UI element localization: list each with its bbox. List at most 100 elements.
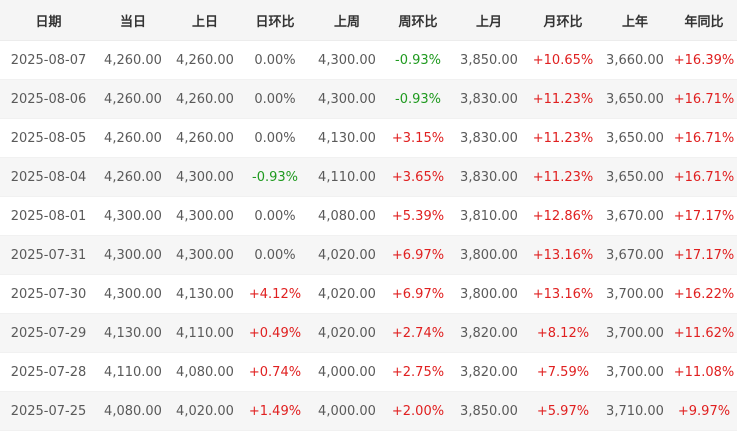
header-prev-month: 上月 [451, 0, 527, 41]
week-change-cell: -0.93% [385, 40, 451, 80]
prev-year-cell: 3,650.00 [599, 118, 671, 158]
prev-month-cell: 3,820.00 [451, 313, 527, 353]
date-cell: 2025-07-28 [0, 352, 97, 392]
year-change-cell: +17.17% [671, 196, 737, 236]
table-row: 2025-07-30 4,300.00 4,130.00 +4.12% 4,020.00… [0, 274, 737, 314]
day-change-cell: +1.49% [241, 391, 309, 431]
year-change-cell: +16.22% [671, 274, 737, 314]
table-body: 2025-08-07 4,260.00 4,260.00 0.00% 4,300.00-… [0, 40, 737, 431]
date-cell: 2025-08-07 [0, 40, 97, 80]
prev-week-cell: 4,110.00 [309, 157, 385, 197]
month-change-cell: +7.59% [527, 352, 599, 392]
prev-month-cell: 3,850.00 [451, 391, 527, 431]
year-change-cell: +16.71% [671, 118, 737, 158]
prev-day-cell: 4,130.00 [169, 274, 241, 314]
year-change-cell: +11.08% [671, 352, 737, 392]
prev-month-cell: 3,820.00 [451, 352, 527, 392]
week-change-cell: +6.97% [385, 274, 451, 314]
date-cell: 2025-08-05 [0, 118, 97, 158]
today-cell: 4,260.00 [97, 118, 169, 158]
year-change-cell: +16.39% [671, 40, 737, 80]
table-row: 2025-07-31 4,300.00 4,300.00 0.00% 4,020.00 +… [0, 235, 737, 275]
year-change-cell: +16.71% [671, 79, 737, 119]
prev-year-cell: 3,670.00 [599, 235, 671, 275]
table-row: 2025-08-07 4,260.00 4,260.00 0.00% 4,300.00-… [0, 40, 737, 80]
date-cell: 2025-08-01 [0, 196, 97, 236]
prev-day-cell: 4,260.00 [169, 40, 241, 80]
header-day-change: 日环比 [241, 0, 309, 41]
date-cell: 2025-07-31 [0, 235, 97, 275]
prev-year-cell: 3,700.00 [599, 313, 671, 353]
today-cell: 4,260.00 [97, 79, 169, 119]
today-cell: 4,080.00 [97, 391, 169, 431]
week-change-cell: +3.65% [385, 157, 451, 197]
day-change-cell: -0.93% [241, 157, 309, 197]
date-cell: 2025-08-04 [0, 157, 97, 197]
month-change-cell: +11.23% [527, 157, 599, 197]
header-month-change: 月环比 [527, 0, 599, 41]
header-today: 当日 [97, 0, 169, 41]
prev-week-cell: 4,000.00 [309, 391, 385, 431]
prev-day-cell: 4,260.00 [169, 79, 241, 119]
day-change-cell: 0.00% [241, 79, 309, 119]
prev-day-cell: 4,300.00 [169, 196, 241, 236]
year-change-cell: +11.62% [671, 313, 737, 353]
day-change-cell: +0.49% [241, 313, 309, 353]
year-change-cell: +16.71% [671, 157, 737, 197]
table-header-row: 日期 当日 上日 日环比 上周 周环比 上月 月环比 上年 年同比 [0, 0, 737, 41]
today-cell: 4,130.00 [97, 313, 169, 353]
month-change-cell: +13.16% [527, 235, 599, 275]
week-change-cell: +5.39% [385, 196, 451, 236]
date-cell: 2025-07-29 [0, 313, 97, 353]
month-change-cell: +11.23% [527, 118, 599, 158]
header-week-change: 周环比 [385, 0, 451, 41]
date-cell: 2025-07-30 [0, 274, 97, 314]
prev-week-cell: 4,300.00 [309, 79, 385, 119]
prev-week-cell: 4,000.00 [309, 352, 385, 392]
year-change-cell: +9.97% [671, 391, 737, 431]
table-row: 2025-08-01 4,300.00 4,300.00 0.00% 4,080.00 +… [0, 196, 737, 236]
month-change-cell: +10.65% [527, 40, 599, 80]
prev-month-cell: 3,830.00 [451, 157, 527, 197]
table-row: 2025-08-05 4,260.00 4,260.00 0.00% 4,130.00 +… [0, 118, 737, 158]
year-change-cell: +17.17% [671, 235, 737, 275]
day-change-cell: 0.00% [241, 235, 309, 275]
header-prev-year: 上年 [599, 0, 671, 41]
prev-month-cell: 3,800.00 [451, 235, 527, 275]
week-change-cell: -0.93% [385, 79, 451, 119]
prev-year-cell: 3,650.00 [599, 157, 671, 197]
prev-week-cell: 4,020.00 [309, 235, 385, 275]
prev-month-cell: 3,800.00 [451, 274, 527, 314]
table-row: 2025-08-06 4,260.00 4,260.00 0.00% 4,300.00-… [0, 79, 737, 119]
today-cell: 4,260.00 [97, 157, 169, 197]
prev-day-cell: 4,300.00 [169, 235, 241, 275]
prev-year-cell: 3,700.00 [599, 352, 671, 392]
prev-month-cell: 3,810.00 [451, 196, 527, 236]
date-cell: 2025-07-25 [0, 391, 97, 431]
table-row: 2025-07-25 4,080.00 4,020.00 +1.49% 4,000.00… [0, 391, 737, 431]
today-cell: 4,260.00 [97, 40, 169, 80]
prev-week-cell: 4,300.00 [309, 40, 385, 80]
day-change-cell: +4.12% [241, 274, 309, 314]
month-change-cell: +13.16% [527, 274, 599, 314]
month-change-cell: +8.12% [527, 313, 599, 353]
day-change-cell: 0.00% [241, 40, 309, 80]
prev-month-cell: 3,830.00 [451, 118, 527, 158]
day-change-cell: 0.00% [241, 118, 309, 158]
prev-day-cell: 4,300.00 [169, 157, 241, 197]
prev-day-cell: 4,020.00 [169, 391, 241, 431]
today-cell: 4,110.00 [97, 352, 169, 392]
week-change-cell: +3.15% [385, 118, 451, 158]
prev-year-cell: 3,670.00 [599, 196, 671, 236]
prev-week-cell: 4,020.00 [309, 313, 385, 353]
table-row: 2025-07-29 4,130.00 4,110.00 +0.49% 4,020.00… [0, 313, 737, 353]
prev-week-cell: 4,080.00 [309, 196, 385, 236]
prev-year-cell: 3,660.00 [599, 40, 671, 80]
prev-year-cell: 3,710.00 [599, 391, 671, 431]
month-change-cell: +5.97% [527, 391, 599, 431]
prev-month-cell: 3,830.00 [451, 79, 527, 119]
header-prev-day: 上日 [169, 0, 241, 41]
today-cell: 4,300.00 [97, 235, 169, 275]
prev-day-cell: 4,110.00 [169, 313, 241, 353]
month-change-cell: +12.86% [527, 196, 599, 236]
